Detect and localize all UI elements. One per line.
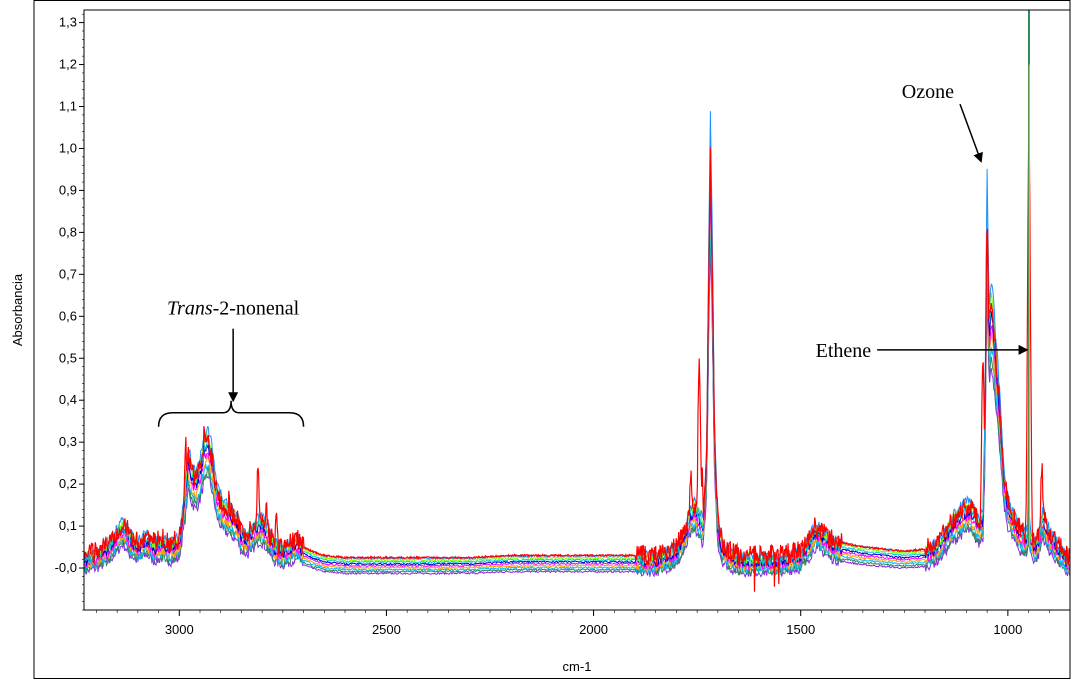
annotation-arrow-ozone bbox=[959, 103, 983, 163]
spectrum-line bbox=[83, 172, 1071, 572]
x-tick-label: 1500 bbox=[786, 622, 815, 637]
y-tick-label: 0,1 bbox=[59, 518, 77, 533]
x-tick-label: 1000 bbox=[993, 622, 1022, 637]
y-tick-label: 0,3 bbox=[59, 434, 77, 449]
y-tick-label: 0,2 bbox=[59, 476, 77, 491]
spectrum-line bbox=[83, 195, 1071, 573]
annotations: Trans-2-nonenal Ozone Ethene bbox=[157, 81, 1029, 427]
y-tick-label: 1,0 bbox=[59, 140, 77, 155]
y-tick-label: 1,1 bbox=[59, 99, 77, 114]
y-tick-label: 0,7 bbox=[59, 266, 77, 281]
y-tick-label: -0,0 bbox=[55, 560, 77, 575]
y-tick-label: 1,2 bbox=[59, 57, 77, 72]
y-tick-label: 0,4 bbox=[59, 392, 77, 407]
y-tick-label: 1,3 bbox=[59, 15, 77, 30]
y-axis-title: Absorbancia bbox=[10, 273, 25, 346]
y-tick-label: 0,8 bbox=[59, 224, 77, 239]
spectrum-line bbox=[83, 226, 1071, 577]
x-axis-ticks: 3000 2500 2000 1500 1000 bbox=[96, 610, 1071, 637]
annotation-rest-part: -2-nonenal bbox=[213, 298, 300, 320]
annotation-trans-2-nonenal: Trans-2-nonenal bbox=[167, 298, 300, 320]
highlight-series bbox=[83, 10, 1071, 592]
x-tick-label: 2000 bbox=[579, 622, 608, 637]
x-axis-title: cm-1 bbox=[563, 659, 592, 674]
spectrum-line-highlight bbox=[83, 137, 1071, 592]
y-tick-label: 0,5 bbox=[59, 350, 77, 365]
annotation-ethene: Ethene bbox=[816, 340, 872, 362]
annotation-ozone: Ozone bbox=[902, 81, 954, 103]
spectrum-line bbox=[83, 240, 1071, 579]
x-tick-label: 3000 bbox=[165, 622, 194, 637]
y-axis-ticks: -0,0 0,1 0,2 0,3 0,4 0,5 0,6 0,7 0,8 0,9 1,0 1,1 1,2… bbox=[55, 13, 84, 611]
y-tick-label: 0,9 bbox=[59, 182, 77, 197]
annotation-italic-part: Trans bbox=[167, 298, 213, 320]
x-tick-label: 2500 bbox=[372, 622, 401, 637]
y-tick-label: 0,6 bbox=[59, 308, 77, 323]
